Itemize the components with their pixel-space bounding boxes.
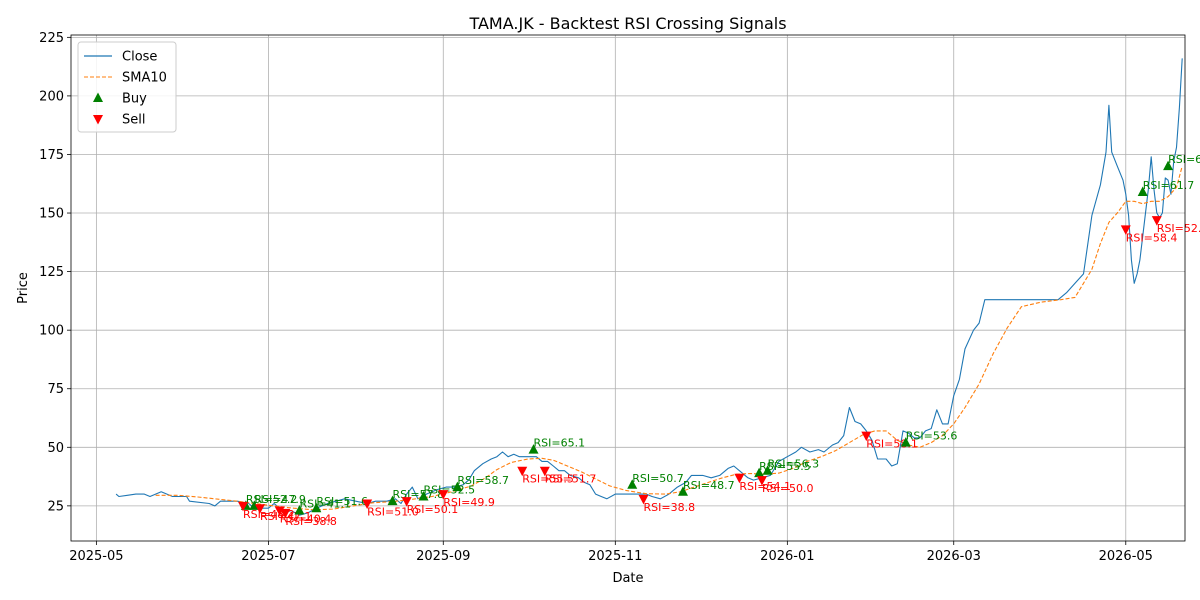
- sell-rsi-label: RSI=58.4: [1126, 231, 1178, 244]
- buy-rsi-label: RSI=55.5: [759, 460, 811, 473]
- y-tick-label: 100: [39, 324, 64, 339]
- buy-marker: [1163, 160, 1174, 171]
- grid: [71, 35, 1185, 541]
- x-axis-title: Date: [612, 571, 643, 586]
- sell-rsi-label: RSI=51.7: [545, 473, 597, 486]
- sell-marker: [1151, 216, 1162, 226]
- series-lines: [115, 58, 1183, 516]
- x-tick-label: 2026-01: [760, 549, 814, 564]
- buy-rsi-label: RSI=53.6: [906, 430, 958, 443]
- buy-rsi-label: RSI=48.7: [683, 479, 735, 492]
- signal-markers: RSI=52.2RSI=47.9RSI=48.2RSI=47.1RSI=40.4…: [238, 153, 1200, 528]
- buy-marker: [452, 481, 463, 492]
- sell-rsi-label: RSI=50.0: [762, 482, 814, 495]
- buy-rsi-label: RSI=58.7: [457, 474, 509, 487]
- y-tick-label: 75: [47, 382, 64, 397]
- buy-marker: [1137, 186, 1148, 196]
- sell-marker: [254, 504, 265, 514]
- y-tick-label: 50: [47, 441, 64, 456]
- sell-marker: [438, 490, 449, 500]
- sell-marker: [861, 431, 872, 442]
- y-axis-title: Price: [16, 272, 31, 304]
- legend: Close SMA10 Buy Sell: [77, 41, 177, 133]
- sell-marker: [280, 508, 291, 519]
- close-series-line: [115, 58, 1183, 516]
- sell-rsi-label: RSI=55.5: [522, 473, 574, 486]
- sell-marker: [638, 494, 649, 505]
- sell-rsi-label: RSI=51.0: [367, 506, 419, 519]
- sell-rsi-label: RSI=52.5: [1157, 222, 1200, 235]
- legend-label: Close: [122, 50, 157, 65]
- legend-buy-swatch: [93, 92, 103, 102]
- sell-marker: [238, 501, 249, 512]
- buy-rsi-label: RSI=61.7: [1143, 179, 1195, 192]
- y-tick-label: 200: [39, 89, 64, 104]
- buy-marker: [418, 490, 429, 501]
- sell-rsi-label: RSI=50.1: [407, 503, 459, 516]
- plot-frame: [70, 34, 1186, 542]
- buy-rsi-label: RSI=65.1: [534, 437, 586, 450]
- sell-marker: [539, 466, 550, 477]
- y-tick-label: 225: [39, 31, 64, 46]
- sell-rsi-label: RSI=40.4: [280, 513, 332, 526]
- buy-rsi-label: RSI=52.2: [246, 493, 298, 506]
- legend-label: Buy: [122, 92, 147, 107]
- x-tick-label: 2025-05: [69, 549, 123, 564]
- sell-marker: [1120, 225, 1131, 235]
- y-tick-label: 150: [39, 207, 64, 222]
- sell-rsi-label: RSI=38.8: [285, 515, 337, 528]
- x-tick-label: 2025-09: [416, 549, 470, 564]
- buy-marker: [900, 437, 911, 447]
- buy-marker: [528, 444, 539, 454]
- buy-rsi-label: RSI=60.3: [1168, 153, 1200, 166]
- y-tick-label: 175: [39, 148, 64, 163]
- y-tick-label: 125: [39, 265, 64, 280]
- sell-rsi-label: RSI=54.1: [739, 480, 791, 493]
- legend-label: Sell: [122, 113, 145, 128]
- buy-rsi-label: RSI=47.9: [254, 493, 306, 506]
- buy-marker: [294, 505, 305, 515]
- sell-rsi-label: RSI=49.9: [443, 496, 495, 509]
- buy-rsi-label: RSI=50.7: [632, 472, 684, 485]
- buy-marker: [762, 465, 773, 475]
- buy-marker: [387, 495, 398, 506]
- legend-sell-swatch: [93, 115, 103, 125]
- sell-marker: [517, 466, 528, 477]
- buy-rsi-label: RSI=41.1: [299, 498, 351, 511]
- x-tick-label: 2026-05: [1099, 549, 1153, 564]
- sell-marker: [734, 473, 745, 484]
- x-tick-label: 2025-07: [241, 549, 295, 564]
- sell-marker: [401, 497, 412, 507]
- x-tick-label: 2026-03: [927, 549, 981, 564]
- buy-marker: [627, 479, 638, 489]
- buy-rsi-label: RSI=52.5: [424, 483, 476, 496]
- buy-rsi-label: RSI=51.6: [316, 495, 368, 508]
- legend-label: SMA10: [122, 71, 167, 86]
- buy-marker: [677, 486, 688, 496]
- buy-rsi-label: RSI=56.3: [768, 458, 820, 471]
- x-axis-ticks: 2025-05 2025-07 2025-09 2025-11 2026-01 2026-…: [69, 541, 1153, 564]
- y-axis-ticks: 25 50 75 100 125 150 175 200 225: [39, 31, 71, 514]
- sell-marker: [362, 499, 373, 510]
- buy-marker: [754, 467, 765, 478]
- legend-box: [77, 41, 177, 133]
- sell-marker: [756, 476, 767, 486]
- chart-title: TAMA.JK - Backtest RSI Crossing Signals: [468, 14, 786, 33]
- buy-marker: [311, 502, 322, 513]
- sell-rsi-label: RSI=38.8: [644, 501, 696, 514]
- sma10-series-line: [155, 166, 1183, 511]
- y-tick-label: 25: [47, 499, 64, 514]
- x-tick-label: 2025-11: [588, 549, 642, 564]
